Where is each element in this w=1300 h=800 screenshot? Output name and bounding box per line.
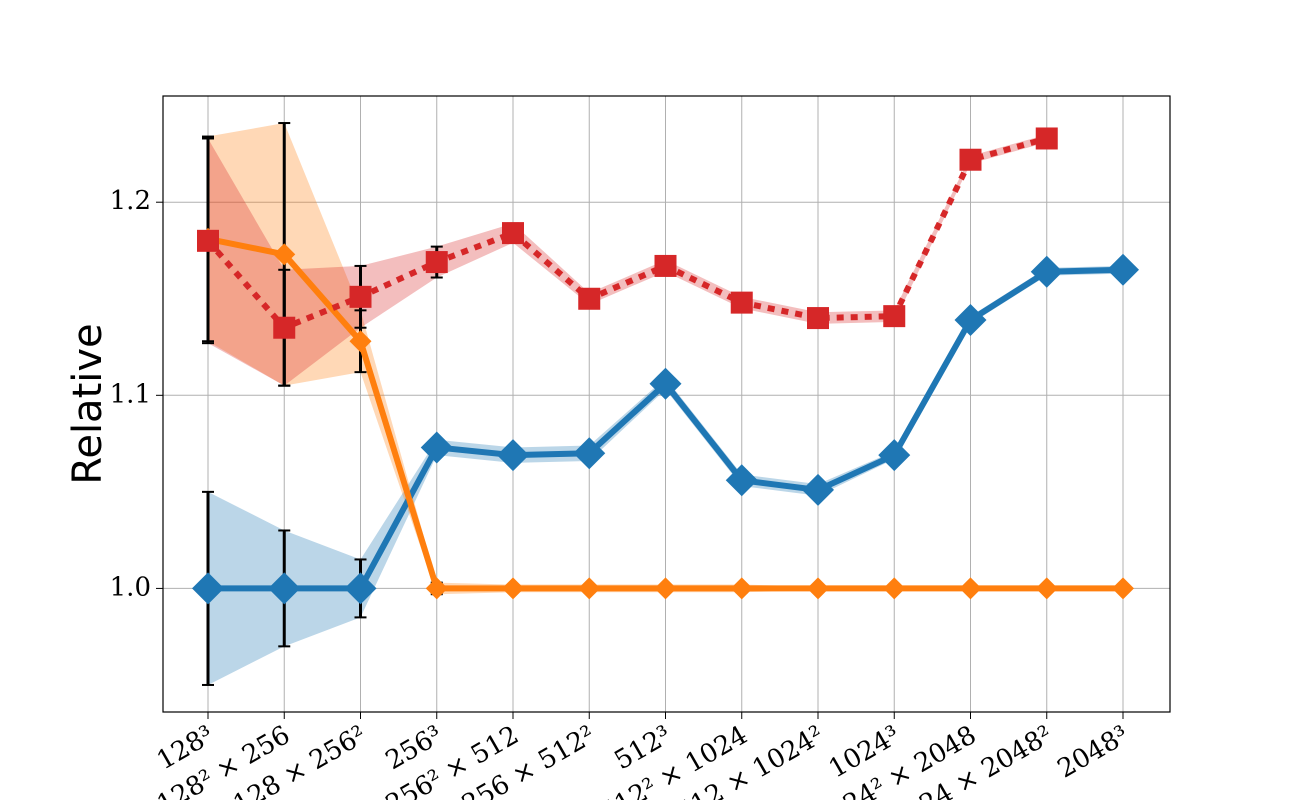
marker: [349, 330, 372, 353]
marker: [502, 222, 524, 245]
marker: [1112, 577, 1134, 600]
marker: [197, 229, 219, 252]
y-axis-label: Relative: [65, 323, 111, 484]
marker: [959, 148, 982, 171]
marker: [1030, 255, 1063, 288]
marker: [192, 572, 224, 605]
marker: [268, 572, 301, 605]
marker: [730, 577, 753, 600]
marker: [725, 464, 758, 497]
error-band: [208, 134, 1047, 386]
x-tick-label: 2048³: [1053, 720, 1134, 784]
marker: [959, 577, 982, 600]
y-tick-label: 1.2: [110, 186, 151, 216]
series-line: [205, 135, 1048, 332]
marker: [802, 473, 834, 506]
marker: [273, 243, 296, 266]
marker: [502, 577, 524, 600]
error-band: [208, 123, 1123, 595]
y-tick-label: 1.0: [110, 572, 151, 602]
marker: [425, 577, 448, 600]
marker: [654, 577, 677, 600]
marker: [807, 307, 829, 330]
marker: [883, 577, 906, 600]
marker: [273, 316, 296, 339]
marker: [344, 572, 377, 605]
marker: [425, 251, 448, 274]
marker: [497, 439, 529, 472]
marker: [654, 254, 677, 277]
plot-frame: [162, 95, 1171, 713]
marker: [573, 437, 606, 470]
marker: [420, 431, 453, 464]
y-tick-label: 1.1: [110, 379, 151, 409]
marker: [1107, 253, 1139, 286]
marker: [649, 367, 682, 400]
marker: [878, 439, 911, 472]
marker: [1035, 577, 1058, 600]
marker: [807, 577, 829, 600]
marker: [730, 291, 753, 314]
marker: [349, 285, 372, 308]
marker: [578, 577, 601, 600]
marker: [954, 304, 987, 336]
marker: [578, 287, 601, 310]
marker: [1035, 127, 1058, 150]
marker: [883, 305, 906, 328]
